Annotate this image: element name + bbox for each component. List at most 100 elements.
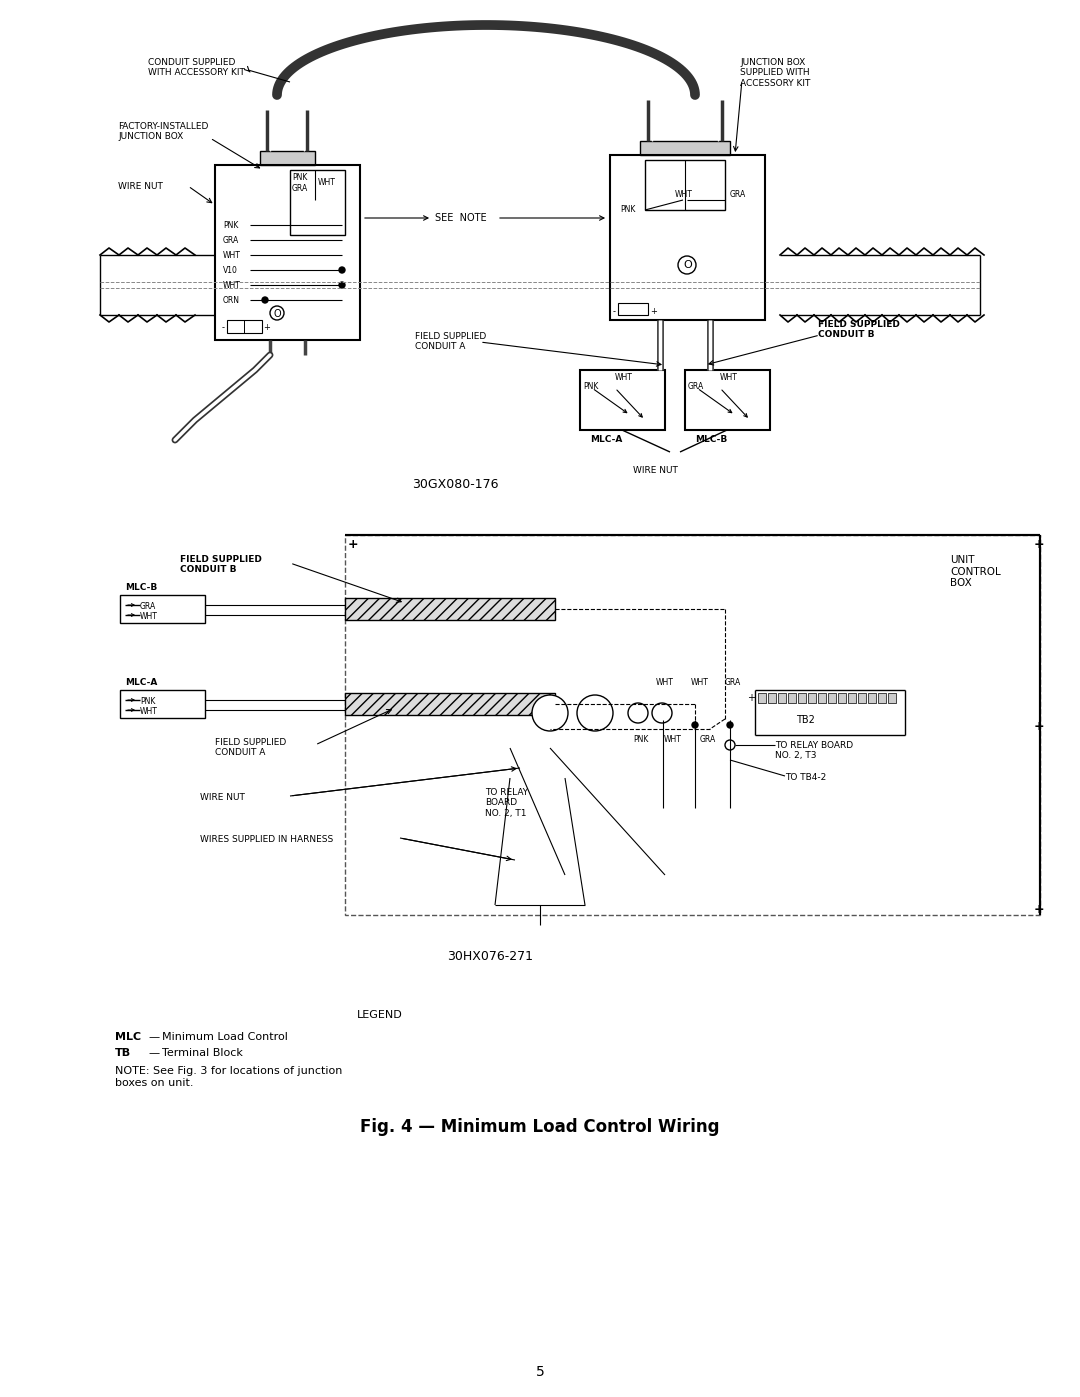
Text: WIRE NUT: WIRE NUT bbox=[118, 182, 163, 191]
Text: GRA: GRA bbox=[292, 184, 308, 193]
Text: PNK: PNK bbox=[583, 381, 598, 391]
Text: +: + bbox=[1034, 719, 1044, 733]
Circle shape bbox=[652, 703, 672, 724]
Text: +: + bbox=[348, 538, 359, 550]
Bar bbox=[120, 690, 205, 718]
Text: SEE  NOTE: SEE NOTE bbox=[435, 212, 487, 224]
Text: 30GX080-176: 30GX080-176 bbox=[411, 478, 498, 490]
Text: WIRE NUT: WIRE NUT bbox=[633, 467, 677, 475]
Bar bbox=[888, 693, 896, 703]
Text: WHT: WHT bbox=[675, 190, 693, 198]
Bar bbox=[640, 141, 730, 155]
Bar bbox=[685, 370, 770, 430]
Text: —: — bbox=[148, 1032, 159, 1042]
Circle shape bbox=[678, 256, 696, 274]
Text: MLC-B: MLC-B bbox=[696, 434, 727, 444]
Text: ORN: ORN bbox=[222, 296, 240, 305]
Text: JUNCTION BOX
SUPPLIED WITH
ACCESSORY KIT: JUNCTION BOX SUPPLIED WITH ACCESSORY KIT bbox=[740, 59, 810, 88]
Bar bbox=[858, 693, 866, 703]
Text: WIRES SUPPLIED IN HARNESS: WIRES SUPPLIED IN HARNESS bbox=[200, 835, 334, 844]
Bar bbox=[120, 595, 205, 623]
Bar bbox=[848, 693, 856, 703]
Text: GRA: GRA bbox=[222, 236, 240, 244]
Text: NOTE: See Fig. 3 for locations of junction
boxes on unit.: NOTE: See Fig. 3 for locations of juncti… bbox=[114, 1066, 342, 1088]
Text: WHT: WHT bbox=[720, 373, 738, 381]
Text: PNK: PNK bbox=[633, 735, 649, 745]
Text: WHT: WHT bbox=[222, 281, 241, 291]
Text: FACTORY-INSTALLED
JUNCTION BOX: FACTORY-INSTALLED JUNCTION BOX bbox=[118, 122, 208, 141]
Text: MLC-B: MLC-B bbox=[125, 583, 158, 592]
Bar bbox=[291, 170, 345, 235]
Text: O: O bbox=[273, 309, 281, 319]
Text: MLC-A: MLC-A bbox=[590, 434, 622, 444]
Text: LEGEND: LEGEND bbox=[357, 1010, 403, 1020]
Bar bbox=[868, 693, 876, 703]
Bar bbox=[645, 161, 725, 210]
Text: GRA: GRA bbox=[700, 735, 716, 745]
Text: GRA: GRA bbox=[140, 602, 157, 610]
Text: TO RELAY BOARD
NO. 2, T3: TO RELAY BOARD NO. 2, T3 bbox=[775, 740, 853, 760]
Text: WHT: WHT bbox=[222, 251, 241, 260]
Text: WHT: WHT bbox=[691, 678, 708, 687]
Text: Terminal Block: Terminal Block bbox=[162, 1048, 243, 1058]
Bar bbox=[758, 693, 766, 703]
Text: WHT: WHT bbox=[615, 373, 633, 381]
Bar bbox=[818, 693, 826, 703]
Circle shape bbox=[532, 694, 568, 731]
Text: Fig. 4 — Minimum Load Control Wiring: Fig. 4 — Minimum Load Control Wiring bbox=[361, 1118, 719, 1136]
Text: -: - bbox=[222, 323, 225, 332]
Text: CONDUIT SUPPLIED
WITH ACCESSORY KIT: CONDUIT SUPPLIED WITH ACCESSORY KIT bbox=[148, 59, 245, 77]
Text: WIRE NUT: WIRE NUT bbox=[200, 793, 245, 802]
Circle shape bbox=[339, 267, 345, 272]
Circle shape bbox=[339, 282, 345, 288]
Text: PNK: PNK bbox=[222, 221, 239, 231]
Text: +: + bbox=[264, 323, 270, 332]
Bar bbox=[838, 693, 846, 703]
Text: +: + bbox=[747, 693, 755, 703]
Text: WHT: WHT bbox=[140, 612, 158, 622]
Text: TO TB4-2: TO TB4-2 bbox=[785, 773, 826, 782]
Circle shape bbox=[692, 722, 698, 728]
Text: FIELD SUPPLIED
CONDUIT A: FIELD SUPPLIED CONDUIT A bbox=[415, 332, 486, 352]
Text: TB2: TB2 bbox=[796, 715, 814, 725]
Bar bbox=[580, 370, 665, 430]
Bar bbox=[260, 151, 315, 165]
Text: V10: V10 bbox=[222, 265, 238, 275]
Bar bbox=[778, 693, 786, 703]
Text: UNIT
CONTROL
BOX: UNIT CONTROL BOX bbox=[950, 555, 1001, 588]
Text: +: + bbox=[650, 307, 657, 316]
Bar bbox=[828, 693, 836, 703]
Bar bbox=[878, 693, 886, 703]
Text: FIELD SUPPLIED
CONDUIT A: FIELD SUPPLIED CONDUIT A bbox=[215, 738, 286, 757]
Circle shape bbox=[727, 722, 733, 728]
Bar bbox=[345, 535, 1040, 915]
Text: MLC: MLC bbox=[114, 1032, 141, 1042]
Bar bbox=[808, 693, 816, 703]
Text: -: - bbox=[613, 307, 616, 316]
Text: 30HX076-271: 30HX076-271 bbox=[447, 950, 534, 963]
Bar bbox=[768, 693, 777, 703]
Text: WHT: WHT bbox=[656, 678, 674, 687]
Bar bbox=[345, 598, 555, 620]
Text: WHT: WHT bbox=[664, 735, 681, 745]
Text: WHT: WHT bbox=[140, 707, 158, 717]
Circle shape bbox=[262, 298, 268, 303]
Text: 5: 5 bbox=[536, 1365, 544, 1379]
Text: GRA: GRA bbox=[725, 678, 741, 687]
Text: WHT: WHT bbox=[318, 177, 336, 187]
Circle shape bbox=[627, 703, 648, 724]
Bar bbox=[215, 165, 360, 339]
Text: MLC-A: MLC-A bbox=[125, 678, 158, 687]
Bar bbox=[227, 320, 262, 332]
Circle shape bbox=[577, 694, 613, 731]
Bar bbox=[788, 693, 796, 703]
Text: O: O bbox=[683, 260, 692, 270]
Text: GRA: GRA bbox=[730, 190, 746, 198]
Text: TB: TB bbox=[114, 1048, 131, 1058]
Text: +: + bbox=[1034, 538, 1044, 550]
Text: PNK: PNK bbox=[620, 205, 635, 214]
Bar bbox=[798, 693, 806, 703]
Text: TO RELAY
BOARD
NO. 2, T1: TO RELAY BOARD NO. 2, T1 bbox=[485, 788, 528, 817]
Circle shape bbox=[725, 740, 735, 750]
Bar bbox=[618, 303, 648, 314]
